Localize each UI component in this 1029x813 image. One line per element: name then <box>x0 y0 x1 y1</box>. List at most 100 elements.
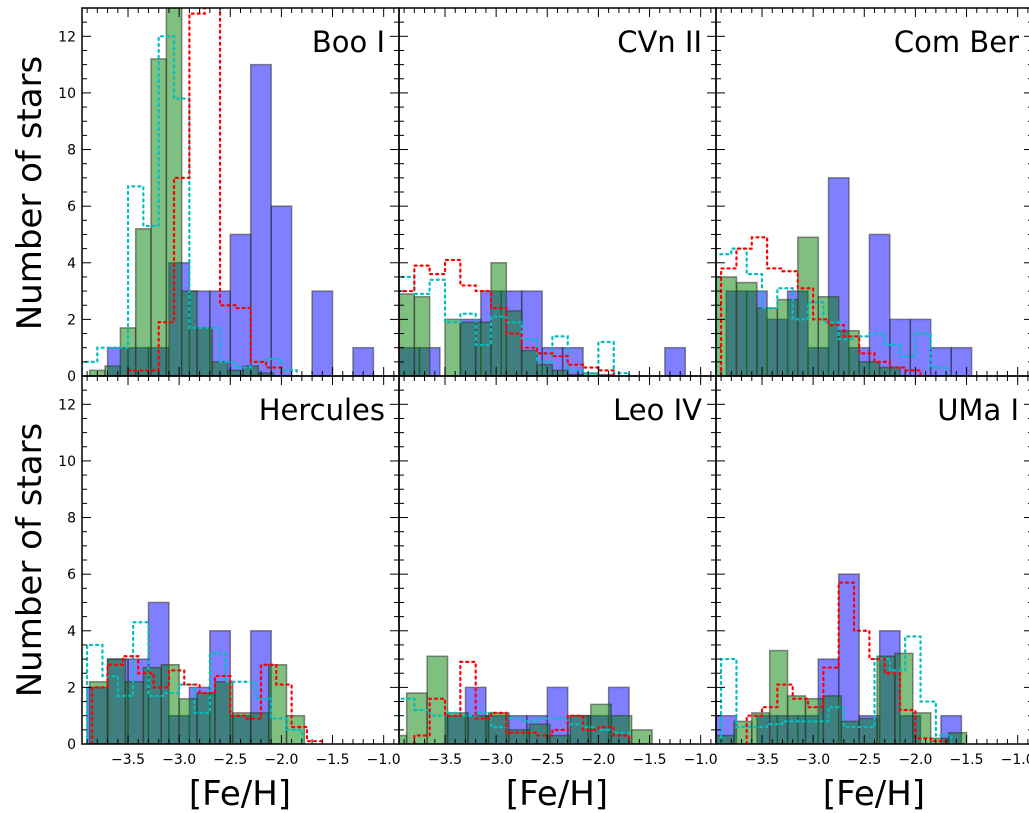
histogram-bar <box>776 298 799 376</box>
histogram-step-line <box>716 247 948 376</box>
x-axis-label-right: [Fe/H] <box>823 774 925 813</box>
histogram-bar <box>352 346 375 376</box>
x-tick-label: −1.0 <box>1001 752 1029 768</box>
histogram-step-line <box>82 35 298 376</box>
y-tick-label: 0 <box>67 737 76 753</box>
histogram-bar <box>786 695 807 744</box>
histogram-bar <box>536 363 554 376</box>
histogram-bar <box>630 729 653 744</box>
x-tick-label: −2.0 <box>898 752 932 768</box>
y-axis-label-bottom: Number of stars <box>10 423 50 698</box>
histogram-bar <box>467 714 490 744</box>
panel-title: Boo I <box>312 25 385 59</box>
panel-title: UMa I <box>937 393 1019 427</box>
y-tick-label: 10 <box>58 86 76 102</box>
histogram-bar <box>399 734 408 744</box>
histogram-step-line <box>399 258 615 376</box>
histogram-bar <box>735 281 758 376</box>
histogram-step-line <box>720 236 922 376</box>
panel-title: Hercules <box>259 393 385 427</box>
histogram-bar <box>196 692 216 744</box>
y-tick-label: 8 <box>67 511 76 527</box>
histogram-bar <box>505 310 523 376</box>
histogram-bar <box>178 697 198 744</box>
panel-cvn-ii: CVn II <box>398 7 717 377</box>
x-tick-label: −3.5 <box>111 752 145 768</box>
histogram-bar <box>490 262 508 376</box>
x-tick-label: −1.5 <box>316 752 350 768</box>
y-tick-label: 0 <box>67 369 76 385</box>
x-tick-label: −3.0 <box>162 752 196 768</box>
histogram-bar <box>664 346 687 376</box>
x-tick-label: −2.0 <box>581 752 615 768</box>
histogram-bar <box>270 205 293 376</box>
plot-area <box>82 8 375 376</box>
histogram-bar <box>426 655 449 744</box>
histogram-bar <box>950 346 973 376</box>
histogram-bar <box>196 327 214 376</box>
plot-area <box>399 655 653 744</box>
x-tick-label: −3.0 <box>479 752 513 768</box>
x-tick-label: −1.0 <box>367 752 401 768</box>
plot-area <box>86 601 324 744</box>
panel-title: Leo IV <box>613 393 702 427</box>
histogram-bar <box>399 293 416 376</box>
histogram-bar <box>520 349 538 376</box>
y-tick-label: 10 <box>58 454 76 470</box>
y-tick-label: 12 <box>58 29 76 45</box>
histogram-bar <box>446 712 469 744</box>
x-tick-label: −3.5 <box>428 752 462 768</box>
y-tick-label: 6 <box>67 199 76 215</box>
histogram-bar <box>929 346 952 376</box>
x-tick-label: −3.0 <box>796 752 830 768</box>
histogram-bar <box>858 361 881 376</box>
histogram-bar <box>142 666 163 744</box>
histogram-bar <box>106 658 127 744</box>
histogram-step-line <box>126 8 283 376</box>
panel-uma-i: −3.5 −3.0 −2.5 −2.0 −1.5 −1.0 UMa I <box>715 375 1029 768</box>
histogram-bar <box>311 290 334 376</box>
panel-grid: 0 2 4 6 8 10 12 Boo I CVn II Com Ber 0 2 4 6 8 10 12 −3.5… <box>58 7 1029 768</box>
y-tick-label: 2 <box>67 312 76 328</box>
histogram-bar <box>444 318 462 376</box>
histogram-bar <box>549 734 572 744</box>
histogram-bar <box>459 321 477 376</box>
histogram-bar <box>868 233 891 376</box>
x-tick-label: −1.5 <box>633 752 667 768</box>
histogram-bar <box>134 228 152 376</box>
histogram-bar <box>733 720 753 744</box>
x-tick-label: −1.0 <box>684 752 718 768</box>
histogram-bar <box>551 369 569 376</box>
panel-title: CVn II <box>617 25 702 59</box>
y-tick-label: 12 <box>58 397 76 413</box>
histogram-bar <box>716 276 738 376</box>
x-axis-label-middle: [Fe/H] <box>506 774 608 813</box>
histogram-bar <box>249 63 272 376</box>
histogram-step-line <box>413 660 631 744</box>
histogram-bar <box>124 680 145 744</box>
x-tick-label: −2.0 <box>264 752 298 768</box>
y-tick-label: 8 <box>67 143 76 159</box>
histogram-bar <box>474 321 492 376</box>
y-tick-label: 2 <box>67 680 76 696</box>
histogram-bar <box>413 295 431 376</box>
x-tick-label: −3.5 <box>745 752 779 768</box>
panel-hercules: 0 2 4 6 8 10 12 −3.5 −3.0 −2.5 −2.0 −1.5 −1.0 Hercule… <box>58 375 401 768</box>
y-tick-label: 4 <box>67 624 76 640</box>
histogram-bar <box>909 318 932 376</box>
plot-area <box>399 258 687 376</box>
histogram-bar <box>817 295 840 376</box>
histogram-bar <box>876 655 896 744</box>
x-tick-label: −2.5 <box>213 752 247 768</box>
histogram-bar <box>768 649 789 744</box>
histogram-bar <box>160 663 180 744</box>
panel-leo-iv: −3.5 −3.0 −2.5 −2.0 −1.5 −1.0 Leo IV <box>398 375 718 768</box>
plot-area <box>716 573 968 744</box>
y-axis-label-top: Number of stars <box>10 56 50 331</box>
histogram-step-line <box>399 275 631 376</box>
histogram-bar <box>751 712 771 744</box>
y-tick-label: 4 <box>67 256 76 272</box>
y-tick-label: 6 <box>67 567 76 583</box>
panel-title: Com Ber <box>894 25 1019 59</box>
